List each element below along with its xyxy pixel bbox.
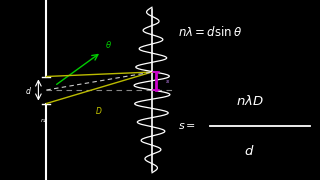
Text: $n\lambda D$: $n\lambda D$ xyxy=(236,94,263,108)
Text: $s$: $s$ xyxy=(165,78,170,84)
Text: $d$: $d$ xyxy=(25,84,32,96)
Text: $d$: $d$ xyxy=(244,144,255,158)
Text: $n\lambda = d\sin\theta$: $n\lambda = d\sin\theta$ xyxy=(178,25,242,39)
Text: $n\lambda$: $n\lambda$ xyxy=(40,116,49,123)
Text: $D$: $D$ xyxy=(95,105,103,116)
Text: $\theta$: $\theta$ xyxy=(105,39,112,50)
Text: $s =$: $s =$ xyxy=(178,121,196,131)
